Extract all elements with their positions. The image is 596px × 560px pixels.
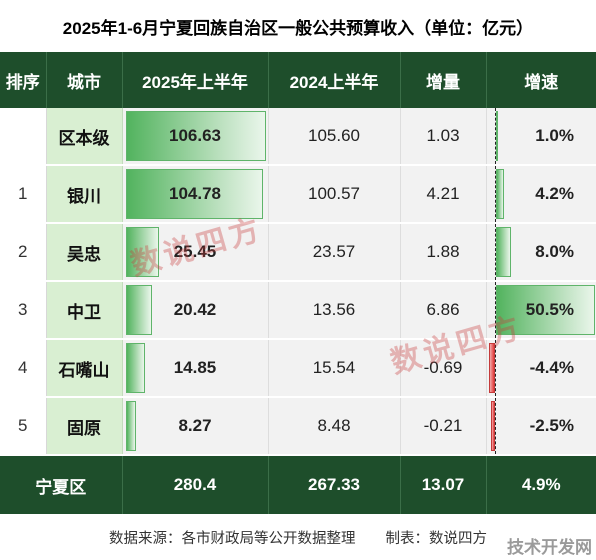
rank-cell: 3 xyxy=(0,281,47,340)
delta-cell: -0.69 xyxy=(400,339,487,398)
value-2025-cell: 20.42 xyxy=(122,281,269,340)
bar-2025 xyxy=(125,401,137,451)
rank-cell: 5 xyxy=(0,397,47,456)
city-cell: 银川 xyxy=(46,165,123,224)
total-city: 宁夏区 xyxy=(0,455,123,514)
growth-axis xyxy=(494,224,496,280)
value-2025: 20.42 xyxy=(173,300,217,319)
rank-cell: 4 xyxy=(0,339,47,398)
growth-axis xyxy=(494,398,496,454)
rank-cell xyxy=(0,108,47,166)
value-2024-cell: 105.60 xyxy=(268,108,401,166)
table-row: 3 中卫 20.42 13.56 6.86 50.5% xyxy=(0,281,596,340)
page-title: 2025年1-6月宁夏回族自治区一般公共预算收入（单位：亿元） xyxy=(62,18,534,38)
total-2024: 267.33 xyxy=(268,455,401,514)
total-2025: 280.4 xyxy=(122,455,269,514)
header-growth: 增速 xyxy=(486,52,596,108)
delta-cell: 1.88 xyxy=(400,223,487,282)
value-2025-cell: 14.85 xyxy=(122,339,269,398)
total-row: 宁夏区 280.4 267.33 13.07 4.9% xyxy=(0,455,596,514)
value-2025: 25.45 xyxy=(173,242,217,261)
value-2025: 104.78 xyxy=(169,184,221,203)
city-cell: 固原 xyxy=(46,397,123,456)
growth-bar xyxy=(488,343,495,393)
rank-cell: 2 xyxy=(0,223,47,282)
table-row: 1 银川 104.78 100.57 4.21 4.2% xyxy=(0,165,596,224)
header-2025: 2025年上半年 xyxy=(122,52,269,108)
delta-cell: -0.21 xyxy=(400,397,487,456)
value-2024-cell: 23.57 xyxy=(268,223,401,282)
growth-value: 4.2% xyxy=(535,184,574,203)
site-logo: 技术开发网 xyxy=(507,538,592,558)
growth-value: 50.5% xyxy=(525,300,574,319)
value-2025: 8.27 xyxy=(178,416,212,435)
growth-bar xyxy=(495,169,504,219)
delta-cell: 6.86 xyxy=(400,281,487,340)
growth-bar xyxy=(490,401,495,451)
value-2025-cell: 25.45 xyxy=(122,223,269,282)
bar-2025 xyxy=(125,111,266,161)
footer-source: 数据来源：各市财政局等公开数据整理 xyxy=(109,530,356,547)
value-2024-cell: 8.48 xyxy=(268,397,401,456)
header-city: 城市 xyxy=(46,52,123,108)
header-delta: 增量 xyxy=(400,52,487,108)
growth-value: 8.0% xyxy=(535,242,574,261)
value-2024-cell: 100.57 xyxy=(268,165,401,224)
value-2025-cell: 106.63 xyxy=(122,108,269,166)
growth-cell: 4.2% xyxy=(486,165,596,224)
growth-value: -2.5% xyxy=(529,416,574,435)
city-cell: 石嘴山 xyxy=(46,339,123,398)
bar-2025 xyxy=(125,227,159,277)
value-2025-cell: 8.27 xyxy=(122,397,269,456)
growth-cell: 50.5% xyxy=(486,281,596,340)
total-delta: 13.07 xyxy=(400,455,487,514)
city-cell: 区本级 xyxy=(46,108,123,166)
header-row: 排序 城市 2025年上半年 2024上半年 增量 增速 xyxy=(0,52,596,108)
growth-bar xyxy=(495,227,512,277)
bar-2025 xyxy=(125,169,264,219)
revenue-table: 排序 城市 2025年上半年 2024上半年 增量 增速 区本级 106.63 10… xyxy=(0,52,596,514)
growth-value: -4.4% xyxy=(529,358,574,377)
growth-bar xyxy=(495,111,498,161)
growth-axis xyxy=(494,282,496,338)
rank-cell: 1 xyxy=(0,165,47,224)
delta-cell: 4.21 xyxy=(400,165,487,224)
total-growth: 4.9% xyxy=(486,455,596,514)
table-row: 5 固原 8.27 8.48 -0.21 -2.5% xyxy=(0,397,596,456)
footer-maker: 制表：数说四方 xyxy=(385,530,488,547)
growth-cell: 1.0% xyxy=(486,108,596,166)
growth-cell: -4.4% xyxy=(486,339,596,398)
table-row: 2 吴忠 25.45 23.57 1.88 8.0% xyxy=(0,223,596,282)
value-2024-cell: 15.54 xyxy=(268,339,401,398)
value-2025-cell: 104.78 xyxy=(122,165,269,224)
growth-axis xyxy=(494,166,496,222)
footer: 数据来源：各市财政局等公开数据整理 制表：数说四方 xyxy=(0,514,596,560)
growth-bar xyxy=(495,285,595,335)
growth-cell: 8.0% xyxy=(486,223,596,282)
header-2024: 2024上半年 xyxy=(268,52,401,108)
value-2025: 14.85 xyxy=(173,358,217,377)
table-row: 区本级 106.63 105.60 1.03 1.0% xyxy=(0,108,596,166)
city-cell: 吴忠 xyxy=(46,223,123,282)
city-cell: 中卫 xyxy=(46,281,123,340)
growth-axis xyxy=(494,108,496,164)
growth-cell: -2.5% xyxy=(486,397,596,456)
delta-cell: 1.03 xyxy=(400,108,487,166)
growth-axis xyxy=(494,340,496,396)
header-rank: 排序 xyxy=(0,52,47,108)
table-row: 4 石嘴山 14.85 15.54 -0.69 -4.4% xyxy=(0,339,596,398)
growth-value: 1.0% xyxy=(535,126,574,145)
value-2024-cell: 13.56 xyxy=(268,281,401,340)
value-2025: 106.63 xyxy=(169,126,221,145)
bar-2025 xyxy=(125,285,153,335)
bar-2025 xyxy=(125,343,145,393)
